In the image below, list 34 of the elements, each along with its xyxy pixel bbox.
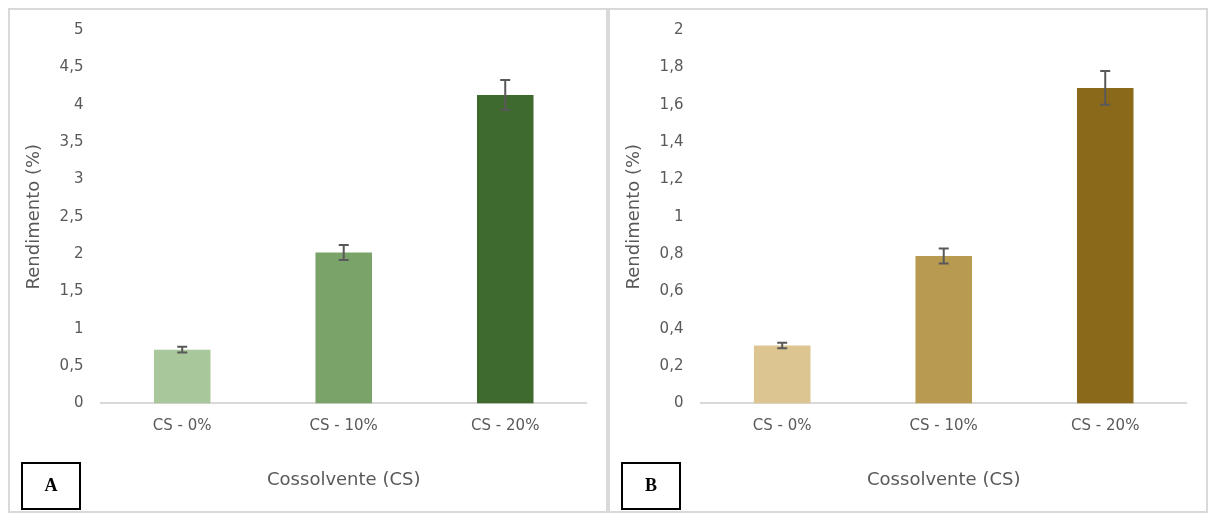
- y-tick-label: 1,6: [659, 94, 684, 113]
- y-tick-label: 1,2: [659, 169, 684, 188]
- y-tick-label: 0,5: [59, 355, 84, 374]
- y-tick-label: 0: [73, 393, 84, 412]
- y-tick-label: 4: [73, 94, 84, 113]
- y-tick-label: 4,5: [59, 57, 84, 76]
- x-tick-label: CS - 0%: [152, 416, 212, 435]
- text: B: [644, 474, 658, 495]
- y-axis-title: Rendimento (%): [22, 143, 44, 290]
- y-tick-label: 0,6: [659, 281, 684, 300]
- y-tick-label: 5: [73, 19, 84, 38]
- y-tick-label: 0,8: [659, 243, 684, 262]
- x-tick-label: CS - 20%: [1071, 416, 1140, 435]
- y-tick-label: 3: [73, 169, 84, 188]
- x-tick-label: CS - 10%: [309, 416, 378, 435]
- y-tick-label: 1,5: [59, 281, 84, 300]
- y-tick-label: 3,5: [59, 131, 84, 150]
- y-tick-label: 1,8: [659, 57, 684, 76]
- y-tick-label: 1: [673, 206, 684, 225]
- y-axis-title: Rendimento (%): [622, 143, 644, 290]
- y-tick-label: 1: [73, 318, 84, 337]
- x-tick-label: CS - 0%: [752, 416, 812, 435]
- x-axis-title: Cossolvente (CS): [867, 467, 1021, 489]
- y-tick-label: 0,2: [659, 355, 684, 374]
- y-tick-label: 0: [673, 393, 684, 412]
- x-tick-label: CS - 20%: [471, 416, 540, 435]
- y-tick-label: 2,5: [59, 206, 84, 225]
- y-tick-label: 0,4: [659, 318, 684, 337]
- y-tick-label: 1,4: [659, 131, 684, 150]
- y-tick-label: 2: [73, 243, 84, 262]
- text: A: [44, 474, 58, 495]
- x-tick-label: CS - 10%: [909, 416, 978, 435]
- x-axis-title: Cossolvente (CS): [267, 467, 421, 489]
- y-tick-label: 2: [673, 19, 684, 38]
